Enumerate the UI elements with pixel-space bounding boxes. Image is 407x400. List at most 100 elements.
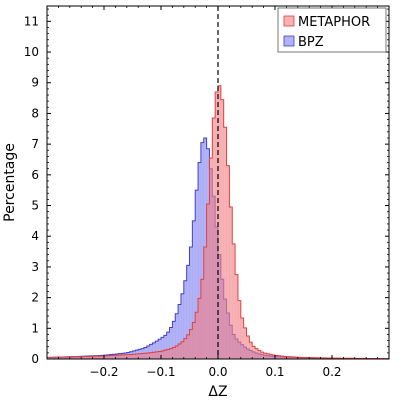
x-axis-label: ΔZ bbox=[208, 384, 227, 400]
bar-metaphor bbox=[163, 350, 167, 359]
bar-metaphor bbox=[229, 207, 233, 359]
bar-metaphor bbox=[55, 357, 59, 359]
bar-metaphor bbox=[132, 354, 136, 359]
x-tick-label: 0.1 bbox=[265, 365, 284, 379]
bar-metaphor bbox=[283, 356, 287, 359]
bar-metaphor bbox=[118, 355, 122, 359]
bar-metaphor bbox=[161, 350, 165, 359]
bar-metaphor bbox=[277, 355, 281, 359]
bar-metaphor bbox=[95, 356, 99, 359]
bar-metaphor bbox=[192, 322, 196, 359]
bar-metaphor bbox=[166, 349, 170, 359]
bar-metaphor bbox=[58, 357, 62, 359]
bar-metaphor bbox=[300, 357, 304, 359]
bar-bpz bbox=[166, 332, 170, 359]
bar-metaphor bbox=[101, 355, 105, 359]
bar-metaphor bbox=[220, 99, 224, 360]
bar-metaphor bbox=[232, 243, 236, 359]
bar-metaphor bbox=[169, 348, 173, 359]
bar-metaphor bbox=[312, 357, 316, 359]
y-tick-label: 11 bbox=[24, 14, 39, 28]
bar-metaphor bbox=[303, 357, 307, 359]
bar-bpz bbox=[198, 162, 202, 359]
y-tick-label: 6 bbox=[31, 168, 39, 182]
bar-metaphor bbox=[47, 357, 51, 359]
bar-bpz bbox=[178, 304, 182, 359]
bar-metaphor bbox=[200, 279, 204, 359]
legend-swatch-bpz bbox=[283, 35, 295, 47]
bar-metaphor bbox=[75, 356, 79, 359]
bar-metaphor bbox=[218, 85, 222, 359]
bar-metaphor bbox=[237, 300, 241, 359]
x-tick-label: −0.2 bbox=[89, 365, 118, 379]
bar-metaphor bbox=[243, 327, 247, 359]
y-tick-label: 2 bbox=[31, 291, 39, 305]
bar-metaphor bbox=[104, 355, 108, 359]
bar-metaphor bbox=[252, 346, 256, 359]
bar-metaphor bbox=[172, 347, 176, 359]
bar-metaphor bbox=[126, 354, 130, 359]
bar-metaphor bbox=[226, 165, 230, 359]
y-tick-label: 1 bbox=[31, 321, 39, 335]
bar-metaphor bbox=[106, 355, 110, 359]
bar-metaphor bbox=[297, 357, 301, 359]
bar-metaphor bbox=[249, 342, 253, 359]
bar-bpz bbox=[146, 345, 150, 359]
bar-metaphor bbox=[280, 356, 284, 359]
bar-metaphor bbox=[138, 353, 142, 359]
x-tick-label: −0.1 bbox=[146, 365, 175, 379]
bar-metaphor bbox=[286, 356, 290, 359]
x-axis-ticks: −0.2 −0.1 0.0 0.1 0.2 bbox=[46, 6, 390, 379]
bar-metaphor bbox=[203, 246, 207, 359]
bar-metaphor bbox=[306, 357, 310, 359]
bar-metaphor bbox=[266, 353, 270, 359]
bar-metaphor bbox=[175, 345, 179, 359]
bar-metaphor bbox=[121, 354, 125, 359]
bar-metaphor bbox=[186, 334, 190, 359]
bar-metaphor bbox=[317, 357, 321, 359]
bar-bpz bbox=[152, 342, 156, 359]
bar-bpz bbox=[183, 280, 187, 359]
bar-metaphor bbox=[289, 356, 293, 359]
bar-metaphor bbox=[320, 357, 324, 359]
bar-metaphor bbox=[143, 353, 147, 359]
bar-metaphor bbox=[92, 356, 96, 359]
bar-metaphor bbox=[152, 352, 156, 359]
bar-bpz bbox=[149, 344, 153, 359]
bar-metaphor bbox=[294, 357, 298, 359]
bar-metaphor bbox=[212, 118, 216, 359]
bar-metaphor bbox=[129, 354, 133, 359]
y-tick-label: 0 bbox=[31, 352, 39, 366]
y-tick-label: 9 bbox=[31, 76, 39, 90]
bar-metaphor bbox=[275, 355, 279, 359]
bar-metaphor bbox=[260, 352, 264, 359]
bar-metaphor bbox=[78, 356, 82, 359]
bar-bpz bbox=[155, 341, 159, 359]
bar-metaphor bbox=[115, 355, 119, 359]
bar-metaphor bbox=[255, 348, 259, 359]
y-tick-label: 10 bbox=[24, 45, 39, 59]
bar-bpz bbox=[180, 293, 184, 359]
bar-bpz bbox=[195, 190, 199, 359]
bar-metaphor bbox=[235, 274, 239, 359]
x-tick-label: 0.0 bbox=[208, 365, 227, 379]
bar-metaphor bbox=[89, 356, 93, 359]
bar-metaphor bbox=[323, 357, 327, 359]
bar-metaphor bbox=[292, 356, 296, 359]
bar-metaphor bbox=[98, 356, 102, 359]
bar-metaphor bbox=[61, 357, 65, 359]
bar-bpz bbox=[192, 220, 196, 359]
bar-bpz bbox=[169, 327, 173, 359]
y-tick-label: 5 bbox=[31, 199, 39, 213]
bar-metaphor bbox=[155, 351, 159, 359]
bar-metaphor bbox=[64, 357, 68, 359]
legend-box bbox=[277, 7, 387, 53]
bar-metaphor bbox=[69, 356, 73, 359]
bar-bpz bbox=[158, 339, 162, 359]
bar-metaphor bbox=[263, 353, 267, 359]
bar-bpz bbox=[189, 246, 193, 359]
bar-metaphor bbox=[223, 127, 227, 359]
bar-metaphor bbox=[198, 298, 202, 359]
bar-metaphor bbox=[189, 329, 193, 359]
